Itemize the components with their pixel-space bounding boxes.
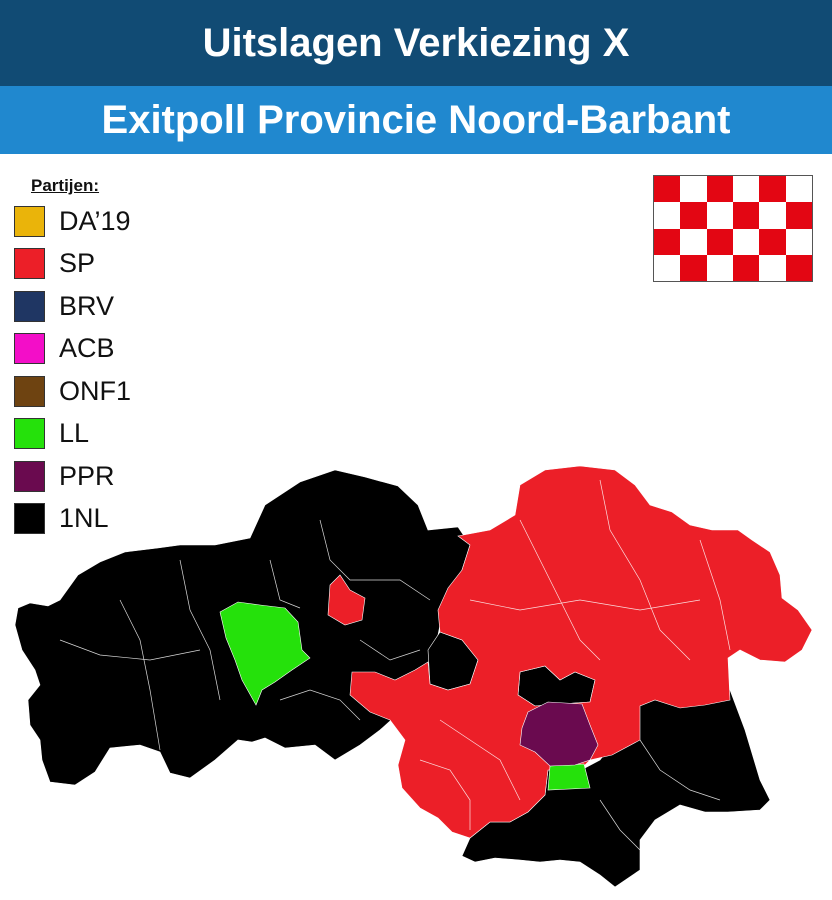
flag-cell [680, 176, 707, 203]
legend-item-onf1: ONF1 [14, 370, 184, 413]
legend-swatch [14, 375, 45, 407]
legend-item-1nl: 1NL [14, 498, 184, 541]
legend-item-sp: SP [14, 243, 184, 286]
flag-cell [654, 176, 681, 203]
legend-item-acb: ACB [14, 328, 184, 371]
legend-swatch [14, 248, 45, 280]
legend-label: SP [59, 248, 96, 279]
flag-cell [654, 202, 681, 229]
legend-label: BRV [59, 290, 115, 321]
legend-item-ll: LL [14, 413, 184, 456]
flag-cell [785, 176, 812, 203]
map-region-ll [219, 601, 311, 706]
flag-cell [759, 176, 786, 203]
flag-cell [654, 254, 681, 281]
legend-heading: Partijen: [31, 176, 100, 195]
flag-cell [680, 228, 707, 255]
legend-label: LL [59, 418, 90, 449]
page-subtitle: Exitpoll Provincie Noord-Barbant [101, 97, 731, 142]
map-region-sp [327, 574, 366, 626]
legend-label: ONF1 [59, 375, 132, 406]
flag-cell [733, 176, 760, 203]
flag-cell [706, 176, 733, 203]
flag-cell [759, 254, 786, 281]
flag-cell [759, 202, 786, 229]
legend-item-da19: DA’19 [14, 200, 184, 243]
title-banner: Uitslagen Verkiezing X [0, 0, 832, 86]
province-flag [653, 175, 813, 282]
flag-cell [706, 254, 733, 281]
flag-cell [733, 228, 760, 255]
legend-swatch [14, 460, 45, 492]
legend-swatch [14, 205, 45, 237]
flag-cell [785, 228, 812, 255]
flag-cell [706, 202, 733, 229]
legend-label: PPR [59, 460, 115, 491]
subtitle-banner: Exitpoll Provincie Noord-Barbant [0, 86, 832, 154]
flag-cell [654, 228, 681, 255]
map-region-ppr [519, 701, 599, 767]
flag-cell [733, 202, 760, 229]
legend-swatch [14, 503, 45, 535]
flag-cell [680, 202, 707, 229]
page-title: Uitslagen Verkiezing X [202, 20, 630, 65]
map-region-ll [547, 763, 591, 791]
legend-item-brv: BRV [14, 285, 184, 328]
legend-item-ppr: PPR [14, 455, 184, 498]
municipality-borders [59, 479, 731, 851]
legend-label: ACB [59, 333, 115, 364]
legend-swatch [14, 418, 45, 450]
legend-label: 1NL [59, 503, 109, 534]
flag-cell [785, 202, 812, 229]
flag-cell [733, 254, 760, 281]
legend-swatch [14, 333, 45, 365]
legend-label: DA’19 [59, 205, 131, 236]
legend: Partijen: DA’19 SP BRV ACB ONF1 LL PPR 1… [14, 176, 184, 540]
legend-swatch [14, 290, 45, 322]
flag-cell [680, 254, 707, 281]
flag-cell [706, 228, 733, 255]
map-region-sp [349, 465, 813, 839]
flag-cell [785, 254, 812, 281]
flag-cell [759, 228, 786, 255]
